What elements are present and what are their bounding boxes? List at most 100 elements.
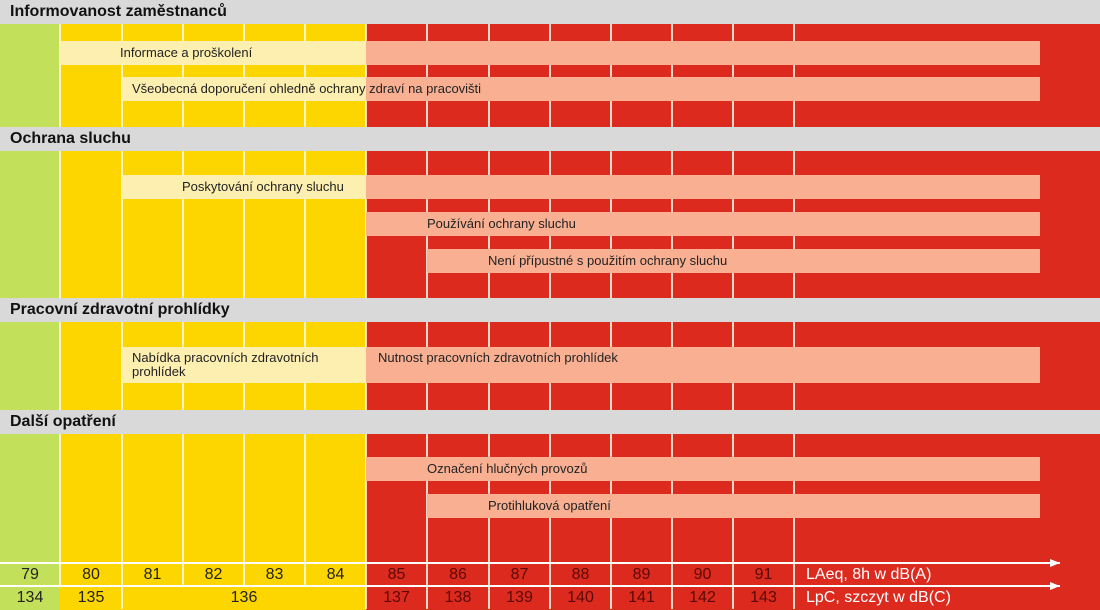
lpc-scale-row: 134 135 136 137 138 139 140 141 142 143 LpC, szczy…: [0, 587, 1100, 609]
laeq-axis-label: LAeq, 8h w dB(A): [806, 566, 932, 583]
section-header-informovanost: Informovanost zaměstnanců: [0, 0, 1100, 24]
bar-label: Nabídka pracovních zdravotních prohlídek: [132, 350, 319, 379]
column-divider: [732, 22, 734, 127]
column-divider: [549, 563, 551, 587]
column-divider: [365, 22, 367, 127]
column-divider: [182, 22, 184, 127]
arrow-right-icon: [1050, 582, 1060, 590]
column-divider: [610, 22, 612, 127]
measure-bar: Nabídka pracovních zdravotních prohlídek: [122, 347, 366, 383]
scale-value: 89: [632, 566, 651, 583]
bar-label: Nutnost pracovních zdravotních prohlídek: [378, 350, 618, 365]
bar-segment-mandatory: [366, 41, 1040, 65]
bar-segment-mandatory: [366, 457, 1040, 481]
column-divider: [243, 151, 245, 298]
laeq-scale-row: 79 80 81 82 83 84 85 86 87 88 89 90 91 LAeq, 8h w dB(…: [0, 564, 1100, 586]
measure-bar: Používání ochrany sluchu: [366, 212, 1040, 236]
column-divider: [488, 22, 490, 127]
scale-value: 143: [750, 589, 777, 606]
measure-bar: Nutnost pracovních zdravotních prohlídek: [366, 347, 1040, 383]
lpc-axis-label: LpC, szczyt w dB(C): [806, 589, 951, 606]
column-divider: [671, 585, 673, 609]
bar-segment-recommended: [60, 41, 366, 65]
column-divider: [488, 585, 490, 609]
column-divider: [732, 563, 734, 587]
scale-value: 141: [628, 589, 655, 606]
scale-value: 83: [265, 566, 284, 583]
column-divider: [121, 22, 123, 127]
column-divider: [426, 585, 428, 609]
column-divider: [121, 563, 123, 587]
scale-value: 138: [444, 589, 472, 606]
bar-segment-mandatory: [427, 249, 1040, 273]
column-divider: [426, 563, 428, 587]
column-divider: [549, 585, 551, 609]
column-divider: [793, 22, 795, 127]
section-header-ochrana-sluchu: Ochrana sluchu: [0, 127, 1100, 151]
column-divider: [304, 22, 306, 127]
bar-segment-recommended: [122, 175, 366, 199]
bar-label: Poskytování ochrany sluchu: [182, 179, 344, 194]
scale-value: 139: [506, 589, 533, 606]
scale-value: 84: [326, 566, 345, 583]
scale-value: 134: [16, 589, 44, 606]
bar-label: Není přípustné s použitím ochrany sluchu: [488, 253, 728, 268]
section-header-prohlidky: Pracovní zdravotní prohlídky: [0, 298, 1100, 322]
bar-segment-mandatory: [366, 175, 1040, 199]
scale-value: 87: [510, 566, 529, 583]
column-divider: [793, 585, 795, 609]
bar-label: Označení hlučných provozů: [427, 461, 588, 476]
scale-value: 82: [204, 566, 223, 583]
column-divider: [59, 434, 61, 563]
scale-value: 90: [693, 566, 712, 583]
scale-value: 85: [387, 566, 406, 583]
column-divider: [304, 151, 306, 298]
scale-value: 137: [383, 589, 410, 606]
column-divider: [365, 434, 367, 563]
column-divider: [549, 22, 551, 127]
column-divider: [488, 563, 490, 587]
column-divider: [243, 563, 245, 587]
column-divider: [671, 22, 673, 127]
laeq-axis-line: [0, 562, 1060, 564]
column-divider: [243, 22, 245, 127]
bar-label: Informace a proškolení: [120, 45, 253, 60]
scale-value: 136: [230, 589, 258, 606]
column-divider: [304, 434, 306, 563]
measure-bar: Všeobecná doporučení ohledně ochrany zdr…: [122, 77, 1040, 101]
column-divider: [304, 563, 306, 587]
column-divider: [121, 434, 123, 563]
scale-value: 79: [21, 566, 39, 583]
measure-bar: Informace a proškolení: [60, 41, 1040, 65]
measure-bar: Protihluková opatření: [427, 494, 1040, 518]
column-divider: [610, 563, 612, 587]
column-divider: [59, 322, 61, 410]
column-divider: [610, 585, 612, 609]
scale-value: 91: [754, 566, 773, 583]
column-divider: [182, 434, 184, 563]
column-divider: [121, 585, 123, 609]
scale-value: 142: [689, 589, 716, 606]
column-divider: [59, 563, 61, 587]
arrow-right-icon: [1050, 559, 1060, 567]
bar-segment-mandatory: [366, 212, 1040, 236]
bar-segment-recommended: [122, 347, 366, 383]
column-divider: [365, 563, 367, 587]
scale-value: 140: [567, 589, 594, 606]
lpc-axis-line: [0, 585, 1060, 587]
column-divider: [426, 22, 428, 127]
measure-bar: Není přípustné s použitím ochrany sluchu: [427, 249, 1040, 273]
column-divider: [182, 563, 184, 587]
measure-bar: Označení hlučných provozů: [366, 457, 1040, 481]
column-divider: [59, 22, 61, 127]
scale-value: 81: [143, 566, 162, 583]
measure-bar: Poskytování ochrany sluchu: [122, 175, 1040, 199]
bar-label: Používání ochrany sluchu: [427, 216, 576, 231]
scale-value: 88: [571, 566, 590, 583]
bar-segment-mandatory: [366, 77, 1040, 101]
column-divider: [671, 563, 673, 587]
column-divider: [59, 151, 61, 298]
scale-value: 135: [77, 589, 105, 606]
column-divider: [182, 151, 184, 298]
column-divider: [121, 151, 123, 298]
